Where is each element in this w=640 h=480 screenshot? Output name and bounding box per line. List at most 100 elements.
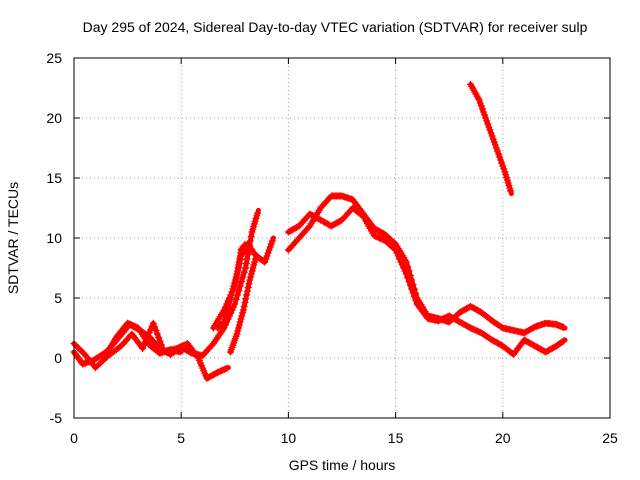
data-point [410,292,418,301]
y-axis-label: SDTVAR / TECUs [5,182,21,294]
y-tick-label: 25 [46,50,62,66]
data-point [502,171,510,179]
data-point [73,342,81,350]
series-band [71,207,261,367]
data-point [176,348,184,356]
data-point [479,108,488,116]
data-point [265,246,273,254]
data-point [220,318,228,326]
data-point [488,132,496,140]
data-point [235,321,243,329]
data-point [482,114,490,122]
data-point [253,209,262,217]
data-point [494,150,503,158]
data-point [266,243,274,251]
data-point [222,312,230,320]
chart-title: Day 295 of 2024, Sidereal Day-to-day VTE… [83,19,588,35]
x-tick-label: 25 [602,430,618,446]
data-point [149,319,157,327]
data-point [491,141,499,149]
data-point [484,120,492,128]
data-point [402,270,410,278]
data-point [476,99,484,107]
data-point [246,237,254,245]
data-point [477,102,485,110]
data-point [242,295,250,303]
data-point [250,261,258,269]
data-point [252,214,260,223]
data-point [226,297,234,305]
data-point [501,168,509,176]
data-point [225,300,233,308]
data-point [233,330,241,338]
x-tick-label: 0 [70,430,78,446]
data-point [261,258,269,266]
data-point [239,306,247,314]
data-point [505,181,513,190]
series-sat-f [226,253,260,356]
x-tick-label: 5 [177,430,185,446]
data-point [497,156,505,164]
data-point [404,274,412,282]
data-point [235,286,243,295]
data-point [242,259,250,268]
y-tick-label: 15 [46,170,62,186]
data-point [503,176,511,184]
data-point [230,282,238,290]
data-point [157,341,165,349]
data-point [504,179,512,187]
data-point [242,291,251,299]
x-tick-label: 20 [495,430,511,446]
data-point [485,123,493,131]
data-point [394,252,402,260]
data-point [486,126,494,134]
data-point [226,294,235,302]
data-point [241,298,249,307]
data-point [487,129,495,137]
tick-labels: 0 5 10 15 20 25 -5 0 5 10 15 20 25 [46,50,618,446]
data-point [238,312,246,320]
data-point [234,324,243,332]
data-point [393,249,401,257]
data-point [506,187,515,195]
x-tick-label: 15 [388,430,404,446]
data-point [232,273,240,281]
data-point [249,225,257,233]
data-point [156,337,164,345]
data-point [151,323,159,331]
data-point [77,346,85,354]
data-point [241,241,249,249]
data-point [390,245,398,253]
data-point [74,344,82,352]
data-point [247,270,256,278]
data-point [493,147,502,155]
data-point [247,273,255,281]
data-point [398,261,406,269]
data-point [245,280,253,288]
data-point [243,255,251,263]
data-point [212,369,220,377]
data-point [268,237,276,245]
data-point [478,105,487,113]
x-axis-label: GPS time / hours [289,457,396,473]
data-point [397,258,405,266]
data-point [240,302,248,310]
data-point [239,273,247,281]
data-point [408,285,416,293]
series-sat-e [214,241,249,332]
data-point [480,111,489,119]
data-point [251,217,259,225]
data-point [495,153,504,161]
data-point [405,277,413,286]
y-tick-label: -5 [50,410,63,426]
data-point [390,239,398,247]
y-tick-label: 0 [54,350,62,366]
data-point [499,162,507,170]
data-point [241,264,250,272]
data-point [223,364,231,372]
data-point [250,220,258,228]
data-point [475,96,483,104]
data-point [392,246,400,254]
data-point [155,334,163,342]
